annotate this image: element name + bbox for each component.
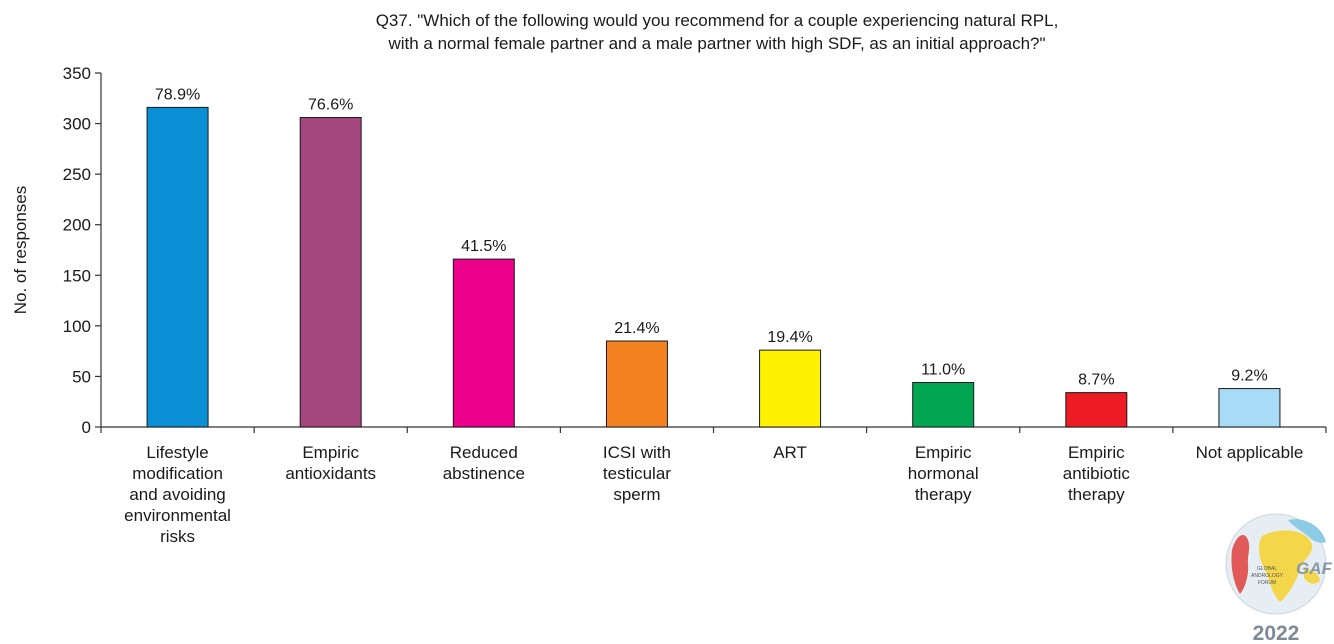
y-tick-label: 50 <box>72 367 91 386</box>
category-label-line: Empiric <box>1068 443 1125 462</box>
bar-series <box>146 106 1281 428</box>
chart-title: Q37. "Which of the following would you r… <box>376 11 1059 53</box>
category-labels: Lifestyle modification and avoiding environ… <box>124 443 1303 546</box>
category-label-line: abstinence <box>443 464 525 483</box>
bar <box>759 349 822 428</box>
data-label: 8.7% <box>1078 372 1114 389</box>
data-label: 19.4% <box>767 329 812 346</box>
y-tick-label: 300 <box>63 115 91 134</box>
category-label: Empiric antioxidants <box>285 443 376 483</box>
y-tick-label: 350 <box>63 64 91 83</box>
y-tick-label: 150 <box>63 266 91 285</box>
category-label-line: ART <box>773 443 807 462</box>
bar <box>299 117 362 428</box>
logo-year: 2022 <box>1253 622 1300 644</box>
category-label-line: Empiric <box>915 443 972 462</box>
data-label: 76.6% <box>308 97 353 114</box>
category-label-line: antibiotic <box>1063 464 1131 483</box>
x-axis-ticks <box>100 427 1327 433</box>
category-label-line: Lifestyle <box>146 443 208 462</box>
category-label: Reduced abstinence <box>443 443 525 483</box>
bar <box>1065 392 1128 428</box>
category-label-line: Reduced <box>450 443 518 462</box>
y-axis-title: No. of responses <box>11 186 30 315</box>
data-label: 11.0% <box>921 361 965 378</box>
category-label: ICSI with testicular sperm <box>603 443 671 504</box>
logo-text-line-1: GLOBAL <box>1257 566 1277 572</box>
bar <box>146 106 209 428</box>
category-label: Lifestyle modification and avoiding environ… <box>124 443 231 546</box>
logo-text-line-2: ANDROLOGY <box>1251 573 1284 579</box>
bar <box>605 340 668 428</box>
y-tick-label: 100 <box>63 317 91 336</box>
y-axis-ticks: 0 50 100 150 200 250 300 350 <box>63 64 101 437</box>
bar <box>912 381 975 428</box>
data-label: 78.9% <box>155 86 200 103</box>
logo-mark: GAF <box>1296 559 1333 578</box>
category-label: Not applicable <box>1196 443 1304 462</box>
category-label-line: modification <box>132 464 223 483</box>
data-labels: 78.9% 76.6% 41.5% 21.4% 19.4% 11.0% 8.7% 9.2% <box>155 86 1268 388</box>
global-andrology-forum-logo: GLOBAL ANDROLOGY FORUM GAF 2022 <box>1225 513 1333 644</box>
category-label-line: environmental <box>124 506 231 525</box>
bar <box>1218 388 1281 428</box>
category-label-line: Empiric <box>302 443 359 462</box>
category-label: ART <box>773 443 807 462</box>
chart-title-line-2: with a normal female partner and a male … <box>387 34 1045 53</box>
category-label-line: antioxidants <box>285 464 376 483</box>
data-label: 9.2% <box>1231 368 1267 385</box>
category-label-line: hormonal <box>908 464 979 483</box>
y-tick-label: 200 <box>63 216 91 235</box>
category-label: Empiric antibiotic therapy <box>1063 443 1131 504</box>
category-label-line: sperm <box>613 485 660 504</box>
category-label-line: therapy <box>1068 485 1125 504</box>
category-label-line: testicular <box>603 464 671 483</box>
bar <box>452 258 515 428</box>
chart-title-line-1: Q37. "Which of the following would you r… <box>376 11 1059 30</box>
globe-icon <box>1225 513 1327 615</box>
data-label: 21.4% <box>614 320 659 337</box>
category-label-line: ICSI with <box>603 443 671 462</box>
data-label: 41.5% <box>461 238 506 255</box>
category-label-line: risks <box>160 527 195 546</box>
y-tick-label: 250 <box>63 165 91 184</box>
category-label-line: and avoiding <box>129 485 225 504</box>
y-tick-label: 0 <box>82 418 91 437</box>
category-label: Empiric hormonal therapy <box>908 443 979 504</box>
category-label-line: Not applicable <box>1196 443 1304 462</box>
category-label-line: therapy <box>915 485 972 504</box>
logo-text-line-3: FORUM <box>1258 580 1276 586</box>
